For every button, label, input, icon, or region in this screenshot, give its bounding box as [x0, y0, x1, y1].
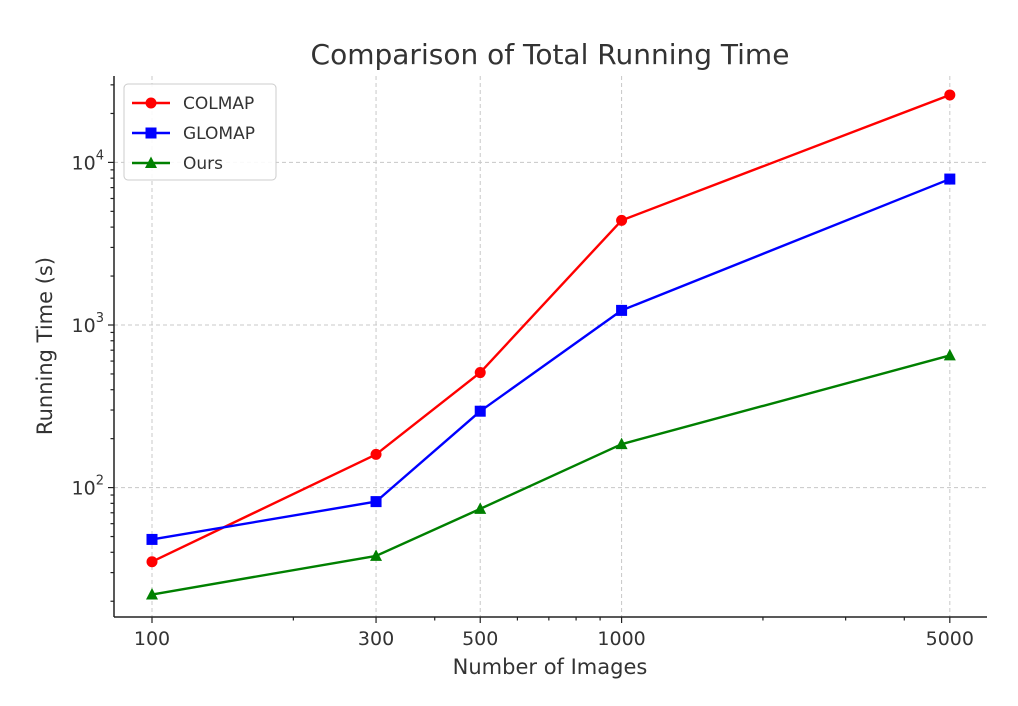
- data-point-ours: [370, 549, 383, 561]
- y-tick-base: 10: [72, 152, 96, 174]
- legend-item-ours: Ours: [132, 154, 223, 174]
- y-tick-exponent: 2: [96, 474, 104, 489]
- x-tick-label: 300: [358, 628, 394, 650]
- x-axis-ticks: 100 300 500 1000 5000: [134, 617, 974, 650]
- y-tick-base: 10: [72, 478, 96, 500]
- data-point-colmap: [474, 367, 486, 379]
- y-tick-exponent: 4: [96, 148, 104, 163]
- data-point-glomap: [370, 496, 382, 508]
- y-tick-label: 102: [72, 474, 104, 500]
- legend-item-colmap: COLMAP: [132, 94, 254, 114]
- legend-label-colmap: COLMAP: [183, 94, 254, 114]
- data-point-colmap: [146, 556, 158, 568]
- data-point-ours: [146, 588, 159, 600]
- data-point-ours: [943, 348, 956, 361]
- data-point-colmap: [616, 214, 628, 226]
- data-point-ours: [474, 502, 487, 514]
- legend-label-ours: Ours: [183, 154, 223, 174]
- legend-marker-colmap: [145, 97, 157, 109]
- data-point-glomap: [146, 533, 158, 545]
- data-point-glomap: [616, 304, 628, 316]
- y-axis-label: Running Time (s): [33, 257, 57, 435]
- legend-marker-ours: [145, 156, 157, 168]
- x-tick-label: 1000: [597, 628, 645, 650]
- data-point-ours: [615, 437, 628, 450]
- y-tick-exponent: 3: [96, 311, 104, 326]
- x-tick-label: 5000: [926, 628, 974, 650]
- y-tick-label: 103: [72, 311, 104, 337]
- legend: COLMAP GLOMAP Ours: [123, 83, 277, 181]
- x-tick-label: 500: [462, 628, 498, 650]
- x-tick-label: 100: [134, 628, 170, 650]
- y-tick-label: 104: [72, 148, 104, 174]
- x-axis-label: Number of Images: [453, 655, 648, 679]
- y-tick-base: 10: [72, 315, 96, 337]
- chart-title: Comparison of Total Running Time: [311, 38, 790, 71]
- legend-marker-glomap: [145, 127, 157, 139]
- grid-lines: [114, 76, 987, 617]
- series-colmap: [146, 89, 956, 568]
- data-point-colmap: [944, 89, 956, 101]
- data-point-colmap: [370, 448, 382, 460]
- legend-frame: [123, 83, 277, 181]
- series-glomap: [146, 173, 956, 545]
- legend-item-glomap: GLOMAP: [132, 124, 255, 144]
- series-ours: [146, 348, 956, 600]
- series-layer: [146, 89, 956, 600]
- data-point-glomap: [474, 405, 486, 417]
- legend-label-glomap: GLOMAP: [183, 124, 255, 144]
- data-point-glomap: [944, 173, 956, 185]
